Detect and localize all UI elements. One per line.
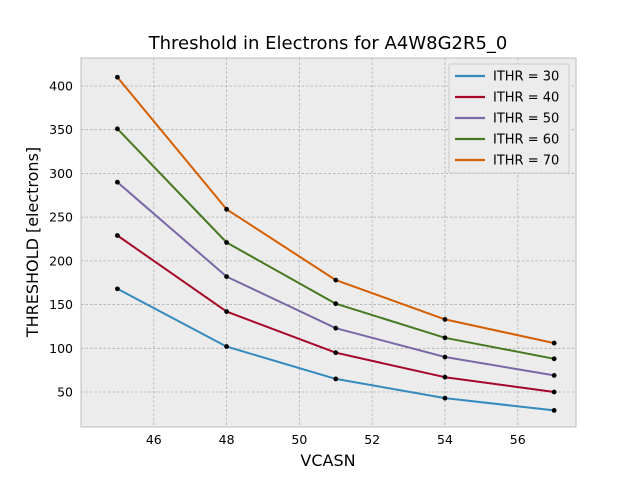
- data-point: [114, 74, 120, 80]
- legend-label: ITHR = 60: [493, 133, 559, 148]
- chart-title: Threshold in Electrons for A4W8G2R5_0: [148, 33, 508, 54]
- y-tick-label: 50: [57, 385, 73, 400]
- data-point: [333, 301, 339, 307]
- legend-label: ITHR = 50: [493, 112, 559, 127]
- y-tick-label: 300: [49, 166, 73, 181]
- series-group: [114, 126, 557, 362]
- data-point: [551, 389, 557, 395]
- data-point: [442, 374, 448, 380]
- data-point: [224, 206, 229, 212]
- data-point: [224, 274, 229, 280]
- y-axis: 50 100 150 200 250 300 350 400: [49, 78, 73, 399]
- legend-label: ITHR = 30: [493, 70, 559, 85]
- data-point: [114, 179, 120, 185]
- series-group: [114, 179, 557, 378]
- y-tick-label: 350: [49, 122, 73, 137]
- data-point: [114, 233, 120, 238]
- grid: [81, 58, 576, 427]
- legend: ITHR = 30 ITHR = 40 ITHR = 50 ITHR = 60 ITHR…: [448, 63, 570, 174]
- series-group: [114, 233, 557, 395]
- x-tick-label: 46: [146, 432, 162, 447]
- x-axis: 46 48 50 52 54 56: [146, 432, 526, 447]
- x-tick-label: 56: [510, 432, 526, 447]
- y-tick-label: 250: [49, 210, 73, 225]
- data-point: [333, 350, 339, 356]
- series-layer: [114, 74, 557, 413]
- y-tick-label: 150: [49, 297, 73, 312]
- x-tick-label: 48: [219, 432, 235, 447]
- y-tick-label: 100: [49, 341, 73, 356]
- y-tick-label: 400: [49, 78, 73, 93]
- data-point: [333, 325, 339, 331]
- data-point: [333, 376, 339, 382]
- data-point: [442, 317, 448, 322]
- data-point: [224, 309, 229, 314]
- data-point: [442, 335, 448, 341]
- series-group: [114, 74, 557, 346]
- data-point: [551, 340, 557, 346]
- data-point: [333, 277, 339, 283]
- data-point: [551, 373, 557, 378]
- data-point: [551, 407, 557, 413]
- x-tick-label: 50: [291, 432, 307, 447]
- y-tick-label: 200: [49, 253, 73, 268]
- legend-label: ITHR = 40: [493, 91, 559, 106]
- data-point: [442, 354, 448, 360]
- legend-label: ITHR = 70: [493, 154, 559, 169]
- data-point: [114, 126, 120, 132]
- data-point: [551, 356, 557, 362]
- x-tick-label: 54: [437, 432, 453, 447]
- x-axis-label: VCASN: [300, 451, 355, 470]
- data-point: [224, 240, 229, 245]
- x-tick-label: 52: [364, 432, 380, 447]
- data-point: [114, 286, 120, 292]
- data-point: [442, 395, 448, 401]
- series-group: [114, 286, 557, 413]
- data-point: [224, 344, 229, 349]
- y-axis-label: THRESHOLD [electrons]: [23, 147, 42, 338]
- legend-box: [448, 63, 570, 174]
- plot-frame: [80, 57, 577, 428]
